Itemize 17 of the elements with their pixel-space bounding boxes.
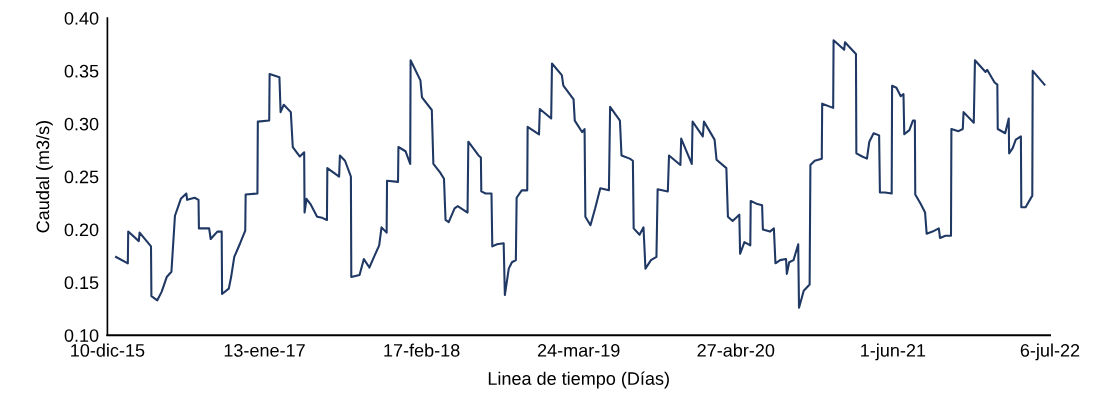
y-tick-label: 0.35	[64, 64, 99, 78]
y-tick-label: 0.10	[64, 329, 99, 342]
x-tick-label: 13-ene-17	[224, 344, 305, 357]
x-tick-label: 6-jul-22	[1020, 343, 1080, 361]
y-tick-label: 0.20	[64, 223, 99, 237]
x-tick-label: 27-abr-20	[697, 343, 775, 357]
line-series	[115, 39, 1046, 309]
x-axis-title: Linea de tiempo (Días)	[488, 371, 669, 389]
x-tick-label: 17-feb-18	[384, 343, 460, 357]
y-tick-label: 0.15	[64, 276, 99, 290]
x-tick-label: 10-dic-15	[71, 343, 145, 357]
y-tick-label: 0.30	[64, 117, 99, 131]
x-tick-label: 24-mar-19	[537, 344, 620, 357]
y-tick-label: 0.40	[64, 11, 99, 25]
y-tick-label: 0.25	[64, 170, 99, 184]
y-axis-title: Caudal (m3/s)	[35, 121, 53, 233]
x-tick-label: 1-jun-21	[861, 343, 926, 361]
